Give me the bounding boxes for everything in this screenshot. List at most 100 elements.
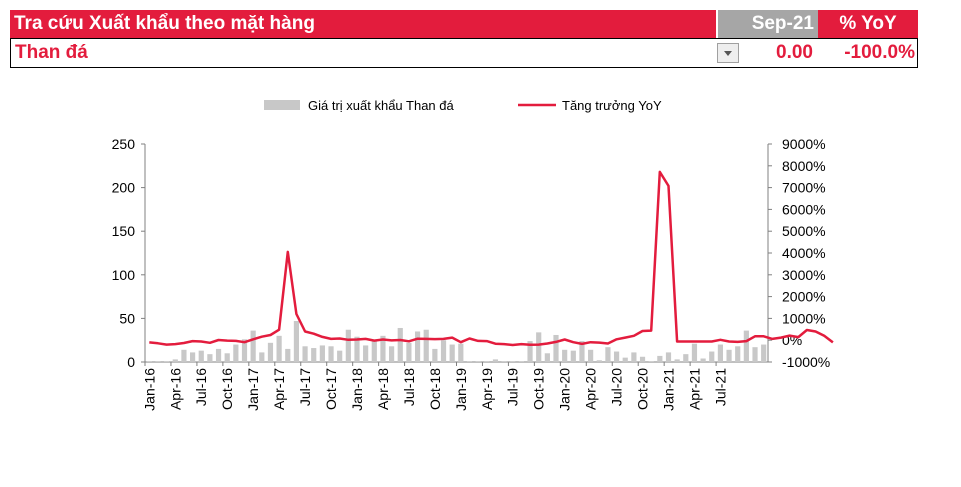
export-bar xyxy=(285,348,291,362)
export-bar xyxy=(397,327,403,362)
export-bar xyxy=(553,334,559,362)
y-right-tick-label: 5000% xyxy=(782,223,826,239)
y-right-tick-label: 9000% xyxy=(782,136,826,152)
export-bar xyxy=(639,356,646,362)
export-bar xyxy=(475,361,481,362)
export-bar xyxy=(570,350,576,362)
selection-row: Than đá 0.00 -100.0% xyxy=(10,38,918,68)
export-bar xyxy=(579,341,585,362)
x-tick-label: Jul-18 xyxy=(401,368,417,406)
y-right-tick-label: 4000% xyxy=(782,245,826,261)
export-bar xyxy=(596,360,602,362)
y-right-tick-label: 0% xyxy=(782,332,802,348)
export-bar xyxy=(588,349,594,362)
x-tick-label: Apr-16 xyxy=(167,368,183,410)
y-right-tick-label: 8000% xyxy=(782,158,826,174)
export-bar xyxy=(354,336,360,362)
x-tick-label: Oct-19 xyxy=(531,368,547,410)
y-right-tick-label: 7000% xyxy=(782,180,826,196)
export-bar xyxy=(717,344,724,362)
yoy-value: -100.0% xyxy=(844,42,915,63)
export-bar xyxy=(311,348,317,362)
export-bar xyxy=(432,348,438,362)
chart-legend: Giá trị xuất khẩu Than đá Tăng trưởng Yo… xyxy=(264,98,662,113)
yoy-growth-line xyxy=(149,170,834,347)
x-tick-label: Jan-17 xyxy=(245,368,261,411)
x-tick-label: Jul-19 xyxy=(505,368,521,406)
export-chart: Giá trị xuất khẩu Than đá Tăng trưởng Yo… xyxy=(112,98,834,411)
x-tick-label: Apr-18 xyxy=(375,368,391,410)
x-tick-label: Apr-21 xyxy=(686,368,702,410)
export-bar xyxy=(155,361,161,362)
export-bar xyxy=(466,361,473,362)
export-bar xyxy=(648,361,654,362)
x-tick-label: Jul-21 xyxy=(712,368,728,406)
export-bar xyxy=(761,344,767,362)
export-bar xyxy=(164,361,170,362)
export-bar xyxy=(215,348,222,362)
dropdown-arrow-icon[interactable] xyxy=(717,43,739,63)
export-bar xyxy=(250,330,256,362)
export-bar xyxy=(510,361,516,362)
export-bar xyxy=(631,352,637,362)
x-tick-label: Jul-20 xyxy=(609,368,625,406)
export-bar xyxy=(536,332,542,362)
export-bar xyxy=(605,347,611,362)
y-left-tick-label: 100 xyxy=(112,267,136,283)
export-bar xyxy=(665,352,672,362)
y-right-tick-label: 3000% xyxy=(782,267,826,283)
export-bar xyxy=(267,342,274,362)
x-tick-label: Oct-17 xyxy=(323,368,339,410)
export-bar xyxy=(302,346,308,362)
export-bar xyxy=(406,342,412,362)
export-bar xyxy=(501,361,507,362)
export-bar xyxy=(709,351,715,362)
x-tick-label: Oct-20 xyxy=(635,368,651,410)
x-tick-label: Apr-20 xyxy=(583,368,599,410)
export-bar xyxy=(328,346,334,362)
y-right-tick-label: -1000% xyxy=(782,354,830,370)
export-bar xyxy=(146,361,152,362)
y-left-tick-label: 150 xyxy=(112,223,136,239)
export-bar xyxy=(172,359,178,362)
export-bar xyxy=(700,358,706,362)
y-right-tick-label: 2000% xyxy=(782,289,826,305)
export-bar xyxy=(657,355,663,362)
export-bar xyxy=(293,321,300,362)
export-bar xyxy=(613,351,620,362)
export-bar xyxy=(371,340,377,362)
legend-bar-swatch xyxy=(264,100,300,110)
export-bar xyxy=(743,330,749,362)
export-bar xyxy=(562,349,568,362)
export-bar xyxy=(484,361,490,362)
x-tick-label: Jan-18 xyxy=(349,368,365,411)
export-bar xyxy=(527,341,533,362)
x-tick-label: Jan-21 xyxy=(660,368,676,411)
export-bar xyxy=(337,350,343,362)
x-tick-label: Oct-16 xyxy=(219,368,235,410)
export-bar xyxy=(440,340,447,362)
x-tick-label: Jan-16 xyxy=(141,368,157,411)
y-right-tick-label: 1000% xyxy=(782,310,826,326)
export-bar xyxy=(622,357,628,362)
export-bar xyxy=(181,349,187,362)
export-bar xyxy=(345,329,351,362)
export-value: 0.00 xyxy=(776,42,813,63)
export-bar xyxy=(389,346,395,362)
x-tick-label: Apr-19 xyxy=(479,368,495,410)
x-tick-label: Apr-17 xyxy=(271,368,287,410)
lookup-header: Tra cứu Xuất khẩu theo mặt hàng Sep-21 %… xyxy=(10,10,918,38)
export-bar xyxy=(259,352,265,362)
legend-bar-label: Giá trị xuất khẩu Than đá xyxy=(308,98,455,113)
x-tick-label: Jul-16 xyxy=(193,368,209,406)
y-left-tick-label: 50 xyxy=(119,310,135,326)
commodity-select[interactable]: Than đá xyxy=(11,39,739,67)
x-tick-label: Jan-20 xyxy=(557,368,573,411)
export-bar xyxy=(726,349,732,362)
yoy-header: % YoY xyxy=(818,10,918,38)
y-left-tick-label: 0 xyxy=(127,354,135,370)
export-bar xyxy=(518,361,524,362)
export-bar xyxy=(752,347,758,362)
x-tick-label: Jul-17 xyxy=(297,368,313,406)
export-bar xyxy=(380,335,386,362)
